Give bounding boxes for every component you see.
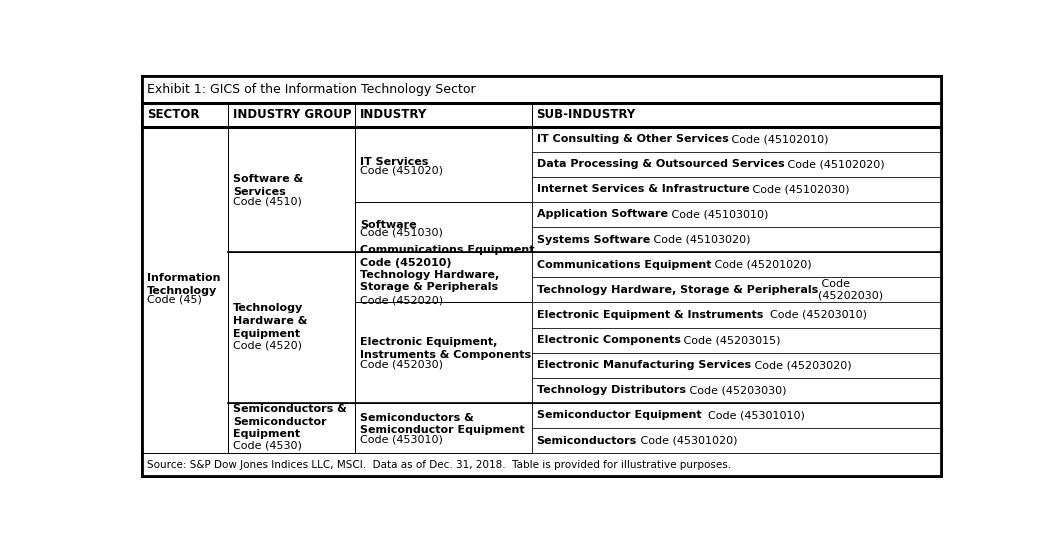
Bar (531, 103, 941, 126)
Text: Internet Services & Infrastructure: Internet Services & Infrastructure (536, 184, 749, 194)
Text: Code (45301010): Code (45301010) (701, 410, 805, 421)
Text: Electronic Components: Electronic Components (536, 335, 680, 345)
Text: Code (45): Code (45) (147, 294, 202, 304)
Bar (531, 302, 941, 328)
Bar (228, 103, 355, 126)
Bar (228, 252, 355, 403)
Text: Technology Distributors: Technology Distributors (536, 385, 685, 395)
Text: Electronic Equipment,
Instruments & Components: Electronic Equipment, Instruments & Comp… (360, 337, 531, 359)
Text: Information
Technology: Information Technology (147, 274, 221, 296)
Bar (531, 378, 941, 403)
Bar (142, 103, 228, 126)
Text: INDUSTRY GROUP: INDUSTRY GROUP (233, 108, 352, 121)
Bar (228, 126, 355, 252)
Text: IT Consulting & Other Services: IT Consulting & Other Services (536, 134, 729, 144)
Text: SECTOR: SECTOR (147, 108, 200, 121)
Bar (531, 428, 941, 453)
Text: Code (45103010): Code (45103010) (667, 210, 768, 219)
Text: Code (45203020): Code (45203020) (751, 360, 851, 370)
Text: Systems Software: Systems Software (536, 235, 649, 245)
Text: Semiconductors &
Semiconductor
Equipment: Semiconductors & Semiconductor Equipment (233, 404, 346, 439)
Text: Exhibit 1: GICS of the Information Technology Sector: Exhibit 1: GICS of the Information Techn… (147, 83, 475, 96)
Text: Code (45203010): Code (45203010) (762, 310, 867, 320)
Text: Code (4510): Code (4510) (233, 196, 302, 206)
Bar (531, 227, 941, 252)
Bar (531, 202, 941, 227)
Text: Source: S&P Dow Jones Indices LLC, MSCI.  Data as of Dec. 31, 2018.  Table is pr: Source: S&P Dow Jones Indices LLC, MSCI.… (147, 459, 731, 470)
Bar (142, 103, 941, 126)
Bar (355, 302, 531, 403)
Bar (228, 403, 355, 453)
Text: Code (45203015): Code (45203015) (680, 335, 780, 345)
Text: Code (45301020): Code (45301020) (637, 435, 737, 446)
Text: Semiconductors &
Semiconductor Equipment: Semiconductors & Semiconductor Equipment (360, 412, 525, 435)
Bar (531, 403, 941, 428)
Bar (355, 403, 531, 453)
Text: Code (45201020): Code (45201020) (711, 260, 812, 270)
Text: Semiconductors: Semiconductors (536, 435, 637, 446)
Bar (531, 126, 941, 152)
Text: Software &
Services: Software & Services (233, 174, 303, 196)
Bar (531, 328, 941, 353)
Text: Electronic Manufacturing Services: Electronic Manufacturing Services (536, 360, 751, 370)
Text: Code (45102030): Code (45102030) (749, 184, 850, 194)
Text: SUB-INDUSTRY: SUB-INDUSTRY (536, 108, 636, 121)
Bar (531, 353, 941, 378)
Text: Technology Hardware, Storage & Peripherals: Technology Hardware, Storage & Periphera… (536, 285, 817, 295)
Text: Data Processing & Outsourced Services: Data Processing & Outsourced Services (536, 159, 785, 169)
Bar (142, 76, 941, 103)
Text: Electronic Equipment & Instruments: Electronic Equipment & Instruments (536, 310, 762, 320)
Text: Code (45102020): Code (45102020) (785, 159, 885, 169)
Text: Code (452020): Code (452020) (360, 296, 444, 306)
Text: Semiconductor Equipment: Semiconductor Equipment (536, 410, 701, 421)
Bar (531, 152, 941, 177)
Bar (531, 277, 941, 302)
Bar (531, 252, 941, 277)
Text: Code (45102010): Code (45102010) (729, 134, 829, 144)
Text: Code (453010): Code (453010) (360, 435, 442, 445)
Text: Code (4520): Code (4520) (233, 340, 302, 350)
Text: IT Services: IT Services (360, 157, 429, 167)
Text: Application Software: Application Software (536, 210, 667, 219)
Text: Code
(45202030): Code (45202030) (817, 279, 883, 301)
Text: Communications Equipment: Communications Equipment (536, 260, 711, 270)
Text: Technology
Hardware &
Equipment: Technology Hardware & Equipment (233, 304, 307, 339)
Bar (531, 177, 941, 202)
Text: Code (4530): Code (4530) (233, 441, 302, 451)
Bar (142, 126, 228, 453)
Text: Code (452030): Code (452030) (360, 359, 444, 369)
Text: Communications Equipment
Code (452010)
Technology Hardware,
Storage & Peripheral: Communications Equipment Code (452010) T… (360, 245, 534, 293)
Text: Software: Software (360, 220, 417, 230)
Bar (355, 103, 531, 126)
Bar (355, 252, 531, 302)
Text: Code (451030): Code (451030) (360, 228, 442, 238)
Bar (355, 202, 531, 252)
Text: Code (45203030): Code (45203030) (685, 385, 786, 395)
Text: Code (451020): Code (451020) (360, 165, 444, 175)
Text: INDUSTRY: INDUSTRY (360, 108, 428, 121)
Bar (142, 453, 941, 476)
Bar (355, 126, 531, 202)
Text: Code (45103020): Code (45103020) (649, 235, 750, 245)
